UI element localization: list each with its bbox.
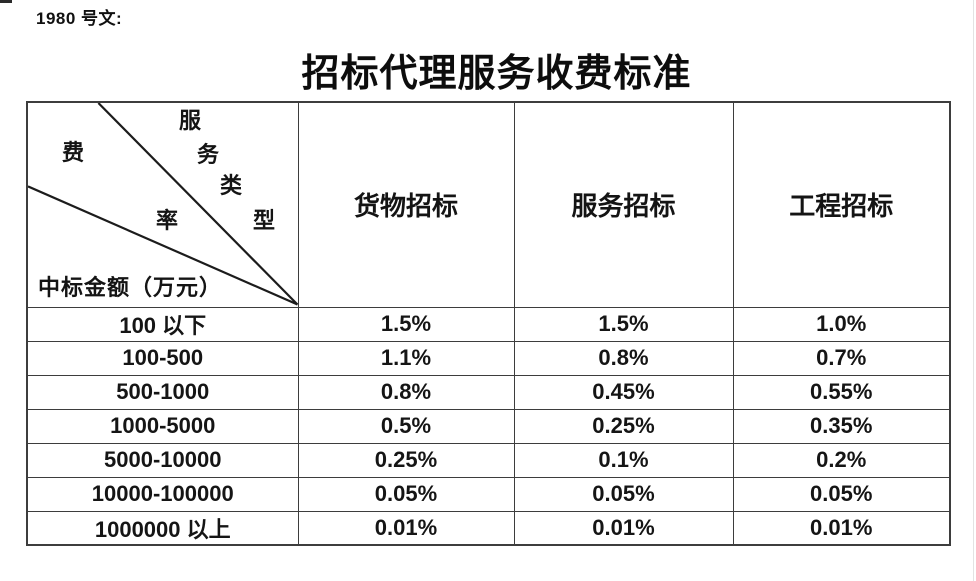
- amount-range-cell: 5000-10000: [26, 442, 299, 478]
- corner-label-type-char-4: 型: [253, 208, 276, 233]
- rate-cell: 0.55%: [732, 374, 951, 410]
- rate-cell: 0.8%: [297, 374, 515, 410]
- table-row: 1000000 以上 0.01% 0.01% 0.01%: [26, 510, 951, 546]
- table-row: 500-1000 0.8% 0.45% 0.55%: [26, 374, 951, 410]
- corner-label-type-char-3: 类: [220, 173, 243, 198]
- table-header-row: 费 服 务 类 型 率 中标金额（万元） 货物招标 服务招标 工程招标: [26, 101, 951, 308]
- rate-cell: 0.05%: [732, 476, 951, 512]
- corner-label-fee: 费: [62, 140, 85, 165]
- rate-cell: 0.35%: [732, 408, 951, 444]
- rate-cell: 0.05%: [513, 476, 734, 512]
- rate-cell: 1.5%: [513, 306, 734, 342]
- rate-cell: 0.01%: [732, 510, 951, 546]
- rate-cell: 0.01%: [297, 510, 515, 546]
- rate-cell: 0.25%: [513, 408, 734, 444]
- amount-range-cell: 500-1000: [26, 374, 299, 410]
- rate-cell: 1.5%: [297, 306, 515, 342]
- table-row: 100 以下 1.5% 1.5% 1.0%: [26, 306, 951, 342]
- rate-cell: 0.05%: [297, 476, 515, 512]
- diagonal-line-upper: [97, 103, 298, 306]
- page-title: 招标代理服务收费标准: [301, 53, 692, 95]
- rate-cell: 1.0%: [732, 306, 951, 342]
- doc-number: 1980 号文:: [36, 9, 123, 28]
- amount-range-cell: 100 以下: [26, 306, 299, 342]
- corner-row-axis-label: 中标金额（万元）: [38, 275, 223, 300]
- column-header-goods: 货物招标: [297, 101, 515, 308]
- amount-range-cell: 1000-5000: [26, 408, 299, 444]
- column-header-engineering: 工程招标: [732, 101, 951, 308]
- rate-cell: 0.2%: [732, 442, 951, 478]
- diagonal-corner-cell: 费 服 务 类 型 率 中标金额（万元）: [26, 101, 299, 308]
- rate-cell: 0.8%: [513, 340, 734, 376]
- table-row: 10000-100000 0.05% 0.05% 0.05%: [26, 476, 951, 512]
- diagonal-lines: [28, 103, 298, 306]
- corner-label-type-char-1: 服: [179, 108, 202, 133]
- rate-cell: 0.45%: [513, 374, 734, 410]
- table-row: 5000-10000 0.25% 0.1% 0.2%: [26, 442, 951, 478]
- rate-cell: 0.01%: [513, 510, 734, 546]
- corner-label-rate: 率: [156, 208, 179, 233]
- rate-cell: 0.5%: [297, 408, 515, 444]
- table-row: 100-500 1.1% 0.8% 0.7%: [26, 340, 951, 376]
- column-header-services: 服务招标: [513, 101, 734, 308]
- table-row: 1000-5000 0.5% 0.25% 0.35%: [26, 408, 951, 444]
- rate-cell: 0.7%: [732, 340, 951, 376]
- corner-label-type-char-2: 务: [197, 142, 220, 167]
- diagonal-line-lower: [28, 185, 298, 306]
- rate-cell: 0.25%: [297, 442, 515, 478]
- page-edge-line: [973, 0, 974, 581]
- amount-range-cell: 10000-100000: [26, 476, 299, 512]
- amount-range-cell: 100-500: [26, 340, 299, 376]
- rate-cell: 0.1%: [513, 442, 734, 478]
- amount-range-cell: 1000000 以上: [26, 510, 299, 546]
- rate-cell: 1.1%: [297, 340, 515, 376]
- fee-rate-table: 费 服 务 类 型 率 中标金额（万元） 货物招标 服务招标 工程招标 100 …: [26, 101, 951, 546]
- screen-edge-artifact: [0, 0, 12, 3]
